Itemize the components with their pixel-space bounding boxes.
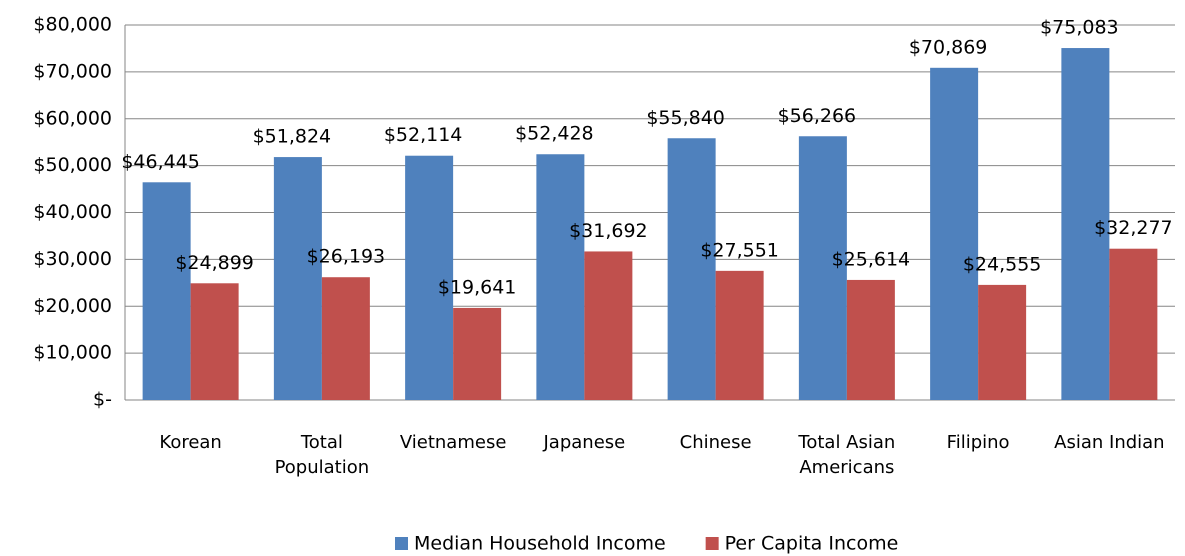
- data-label: $25,614: [832, 248, 911, 270]
- bar: [584, 251, 633, 400]
- data-label: $26,193: [307, 246, 386, 268]
- bar: [190, 283, 239, 400]
- bar: [930, 67, 979, 400]
- data-label: $46,445: [121, 151, 200, 173]
- data-label: $32,277: [1094, 217, 1173, 239]
- data-label: $55,840: [646, 107, 725, 129]
- legend-swatch: [705, 537, 719, 550]
- x-tick-label: Asian Indian: [1054, 432, 1165, 453]
- data-label: $75,083: [1040, 17, 1119, 39]
- y-tick-label: $50,000: [33, 154, 112, 176]
- bar: [1109, 248, 1158, 400]
- legend-label: Per Capita Income: [725, 533, 899, 555]
- x-tick-label: Japanese: [543, 432, 626, 453]
- y-tick-label: $30,000: [33, 248, 112, 270]
- data-label: $24,899: [175, 252, 254, 274]
- y-tick-label: $10,000: [33, 342, 112, 364]
- y-tick-label: $40,000: [33, 201, 112, 223]
- y-tick-label: $60,000: [33, 107, 112, 129]
- bar: [536, 154, 585, 400]
- x-tick-label: Chinese: [679, 432, 752, 453]
- y-tick-label: $-: [93, 389, 112, 411]
- bar: [142, 182, 191, 400]
- y-tick-label: $80,000: [33, 14, 112, 36]
- x-tick-label: Total Population: [274, 432, 370, 478]
- data-label: $70,869: [909, 36, 988, 58]
- x-tick-label: Total Asian Americans: [798, 432, 896, 478]
- bar: [978, 284, 1027, 400]
- bar: [405, 155, 454, 400]
- data-label: $51,824: [253, 126, 332, 148]
- legend-label: Median Household Income: [414, 533, 666, 555]
- bar: [1061, 48, 1110, 401]
- y-tick-label: $20,000: [33, 295, 112, 317]
- bar: [273, 157, 322, 400]
- bar: [321, 277, 370, 400]
- data-label: $24,555: [963, 253, 1042, 275]
- bar: [846, 279, 895, 400]
- bar: [798, 136, 847, 401]
- data-label: $52,114: [384, 124, 463, 146]
- y-tick-label: $70,000: [33, 60, 112, 82]
- data-label: $31,692: [569, 220, 648, 242]
- data-label: $27,551: [700, 239, 779, 261]
- legend-swatch: [395, 537, 408, 550]
- x-tick-label: Filipino: [946, 432, 1010, 453]
- x-tick-label: Korean: [159, 432, 222, 453]
- data-label: $19,641: [438, 276, 517, 298]
- bar: [667, 138, 716, 400]
- data-label: $52,428: [515, 123, 594, 145]
- bar: [453, 307, 502, 400]
- bar: [715, 270, 764, 400]
- x-tick-label: Vietnamese: [399, 432, 507, 453]
- data-label: $56,266: [778, 105, 857, 127]
